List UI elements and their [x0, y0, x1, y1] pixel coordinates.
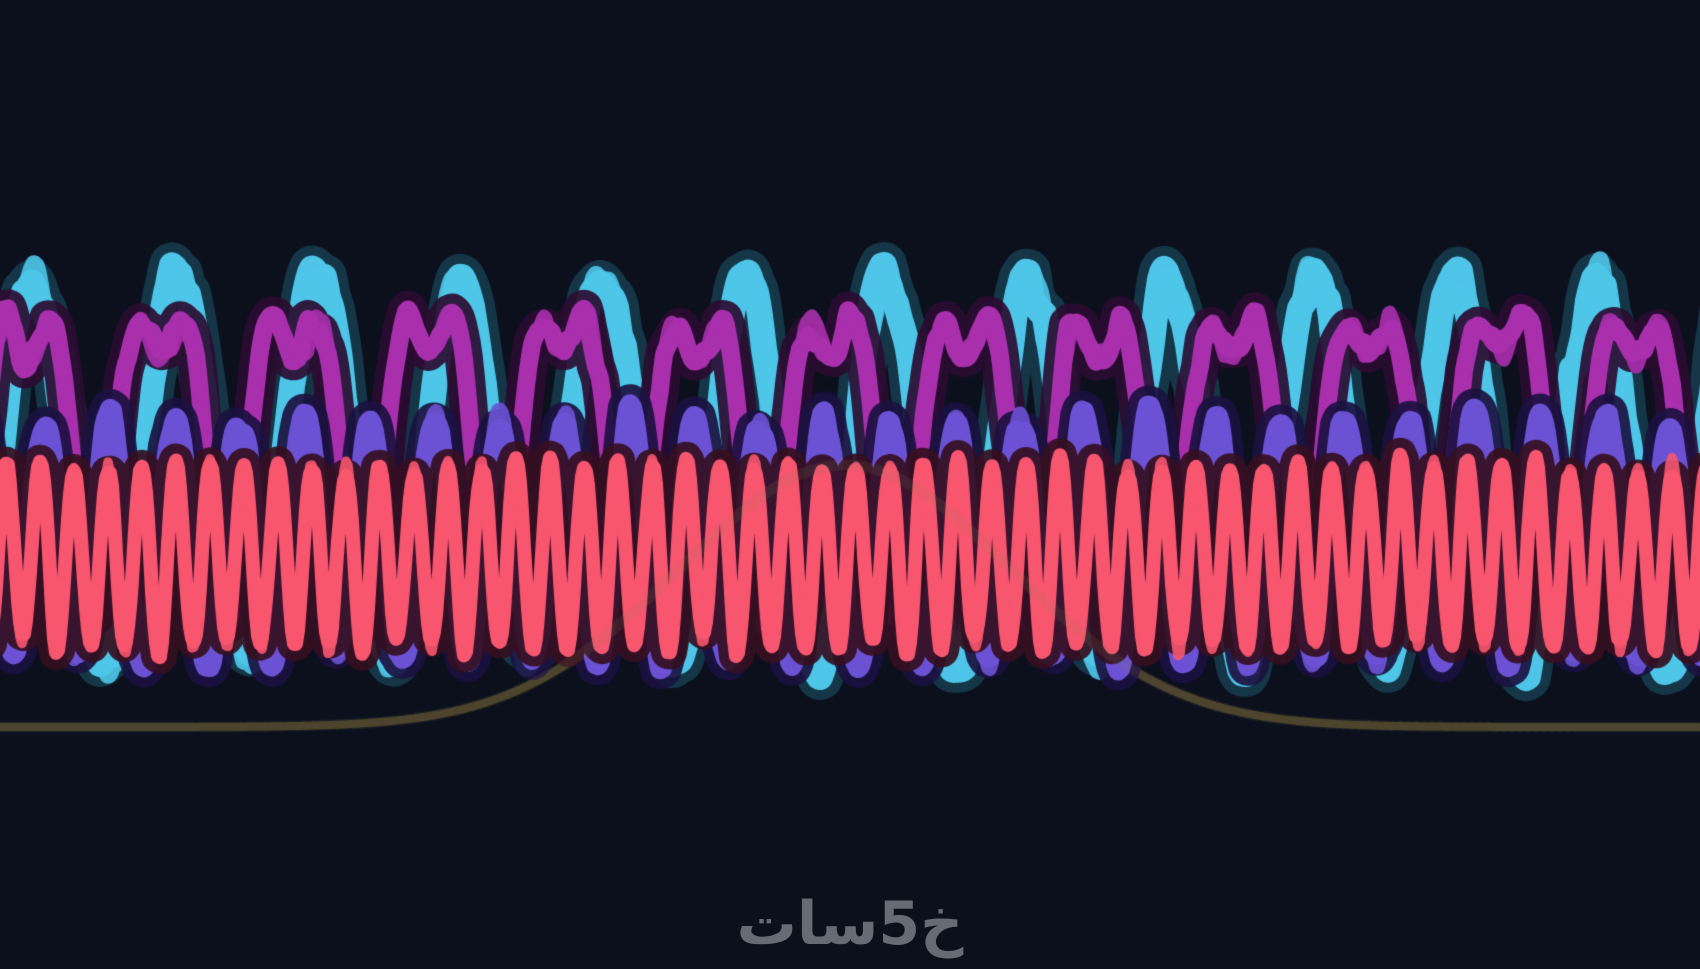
khamsat-watermark: خ5سات — [736, 889, 964, 959]
